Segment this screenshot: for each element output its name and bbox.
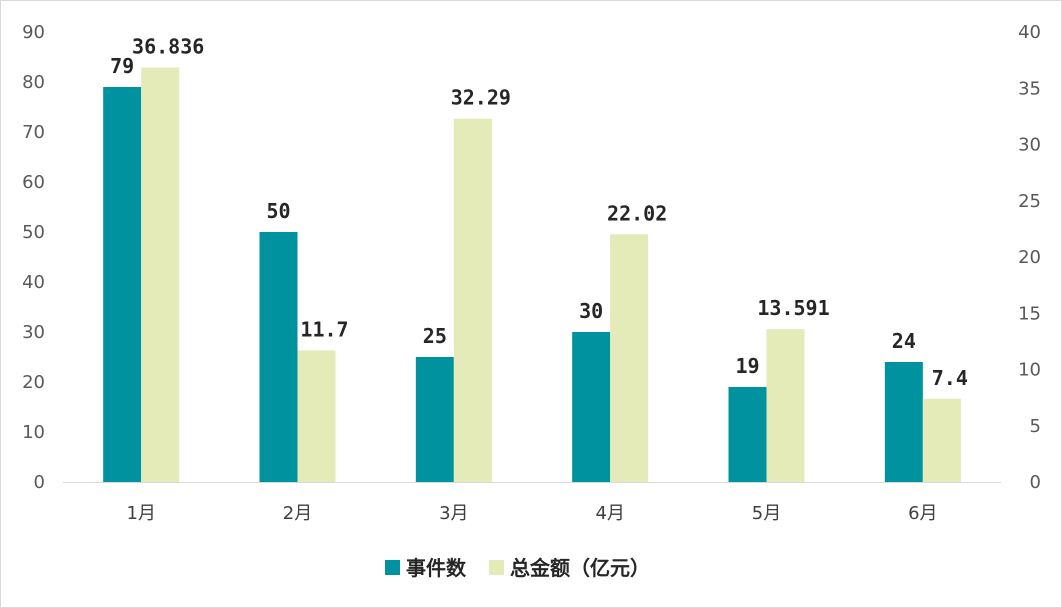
right-tick-label: 0 [1030, 472, 1041, 493]
bar-event-count [415, 357, 454, 482]
bar-total-amount [922, 398, 961, 482]
data-label: 36.836 [132, 35, 204, 59]
category-label: 2月 [283, 503, 312, 524]
legend: 事件数 总金额（亿元） [385, 556, 650, 580]
right-tick-label: 10 [1018, 360, 1041, 381]
right-tick-label: 20 [1018, 247, 1041, 268]
bars [103, 67, 961, 483]
right-tick-label: 40 [1018, 22, 1041, 43]
legend-swatch [385, 560, 400, 575]
left-tick-label: 0 [34, 472, 45, 493]
legend-label: 总金额（亿元） [510, 556, 650, 580]
bar-event-count [728, 387, 767, 482]
right-tick-label: 15 [1018, 303, 1041, 324]
bar-total-amount [453, 118, 492, 483]
category-label: 5月 [752, 503, 781, 524]
category-label: 6月 [908, 503, 937, 524]
category-label: 4月 [595, 503, 624, 524]
bar-total-amount [766, 329, 805, 482]
left-tick-label: 90 [22, 22, 45, 43]
left-tick-label: 10 [22, 422, 45, 443]
bar-event-count [259, 232, 298, 482]
right-tick-label: 35 [1018, 78, 1041, 99]
data-label: 25 [423, 324, 447, 348]
bar-event-count [572, 332, 611, 482]
right-tick-label: 25 [1018, 191, 1041, 212]
data-label: 32.29 [451, 86, 511, 110]
category-labels: 1月 2月 3月 4月 5月 6月 [126, 503, 937, 524]
right-axis: 0 5 10 15 20 25 30 35 40 [1018, 22, 1041, 493]
data-label: 50 [266, 199, 290, 223]
bar-total-amount [297, 350, 336, 482]
left-tick-label: 60 [22, 172, 45, 193]
bar-event-count [884, 362, 923, 482]
data-label: 13.591 [757, 296, 829, 320]
right-tick-label: 5 [1030, 416, 1041, 437]
bar-event-count [103, 87, 142, 482]
left-tick-label: 20 [22, 372, 45, 393]
data-label: 22.02 [607, 201, 667, 225]
data-label: 7.4 [932, 366, 968, 390]
left-tick-label: 40 [22, 272, 45, 293]
left-tick-label: 50 [22, 222, 45, 243]
left-tick-label: 80 [22, 72, 45, 93]
data-label: 30 [579, 299, 603, 323]
bar-total-amount [141, 67, 180, 482]
bar-total-amount [610, 234, 649, 482]
data-label: 79 [110, 54, 134, 78]
right-tick-label: 30 [1018, 135, 1041, 156]
data-label: 11.7 [300, 317, 348, 341]
left-axis: 0 10 20 30 40 50 60 70 80 90 [22, 22, 45, 493]
data-label: 24 [892, 329, 916, 353]
left-tick-label: 70 [22, 122, 45, 143]
left-tick-label: 30 [22, 322, 45, 343]
data-label: 19 [735, 354, 759, 378]
category-label: 3月 [439, 503, 468, 524]
category-label: 1月 [126, 503, 155, 524]
legend-swatch [489, 560, 504, 575]
legend-label: 事件数 [406, 556, 467, 580]
